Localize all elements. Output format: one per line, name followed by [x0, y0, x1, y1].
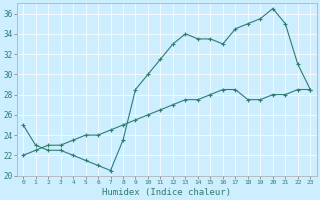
X-axis label: Humidex (Indice chaleur): Humidex (Indice chaleur): [102, 188, 231, 197]
